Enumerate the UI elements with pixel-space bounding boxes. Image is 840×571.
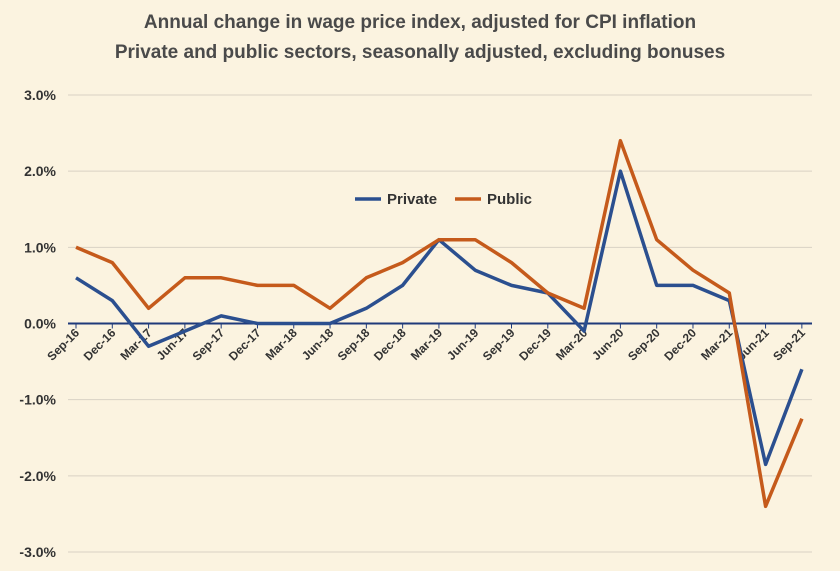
x-tick-label: Sep-20 [625,325,663,363]
chart-subtitle: Private and public sectors, seasonally a… [114,42,726,63]
x-tick-label: Mar-21 [698,325,735,362]
x-tick-label: Sep-18 [335,325,373,363]
chart-title: Annual change in wage price index, adjus… [143,12,697,33]
x-tick-label: Dec-20 [661,325,699,363]
x-tick-label: Jun-20 [589,325,626,362]
x-tick-label: Jun-19 [444,325,481,362]
x-tick-label: Sep-17 [190,325,228,363]
x-tick-label: Mar-19 [408,325,445,362]
y-tick-label: 3.0% [24,87,56,103]
x-tick-label: Jun-18 [299,325,336,362]
x-tick-label: Dec-18 [371,325,409,363]
series-line-private [75,169,804,467]
x-tick-label: Dec-19 [516,325,554,363]
x-tick-label: Dec-17 [226,325,264,363]
y-tick-label: 2.0% [24,163,56,179]
x-tick-label: Sep-19 [480,325,518,363]
legend-label-public: Public [487,191,532,208]
y-tick-label: -2.0% [19,468,56,484]
y-tick-label: 0.0% [24,316,56,332]
x-tick-label: Sep-21 [770,325,808,363]
y-tick-label: 1.0% [24,239,56,255]
x-tick-label: Mar-18 [263,325,300,362]
x-tick-label: Dec-16 [81,325,119,363]
series-line-public [75,138,804,509]
y-tick-label: -3.0% [19,544,56,560]
legend-label-private: Private [387,191,437,208]
y-tick-label: -1.0% [19,392,56,408]
